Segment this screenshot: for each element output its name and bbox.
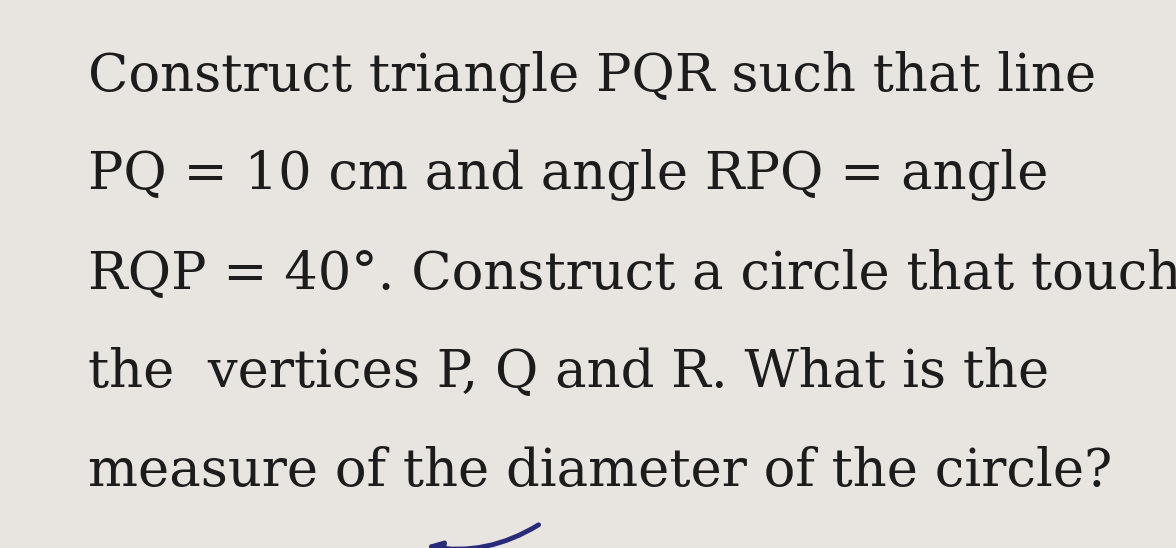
Text: RQP = 40°. Construct a circle that touches: RQP = 40°. Construct a circle that touch… <box>88 248 1176 300</box>
Text: Construct triangle PQR such that line: Construct triangle PQR such that line <box>88 51 1096 102</box>
Text: measure of the diameter of the circle?: measure of the diameter of the circle? <box>88 446 1112 497</box>
Text: the  vertices P, Q and R. What is the: the vertices P, Q and R. What is the <box>88 347 1049 398</box>
Text: PQ = 10 cm and angle RPQ = angle: PQ = 10 cm and angle RPQ = angle <box>88 150 1049 201</box>
